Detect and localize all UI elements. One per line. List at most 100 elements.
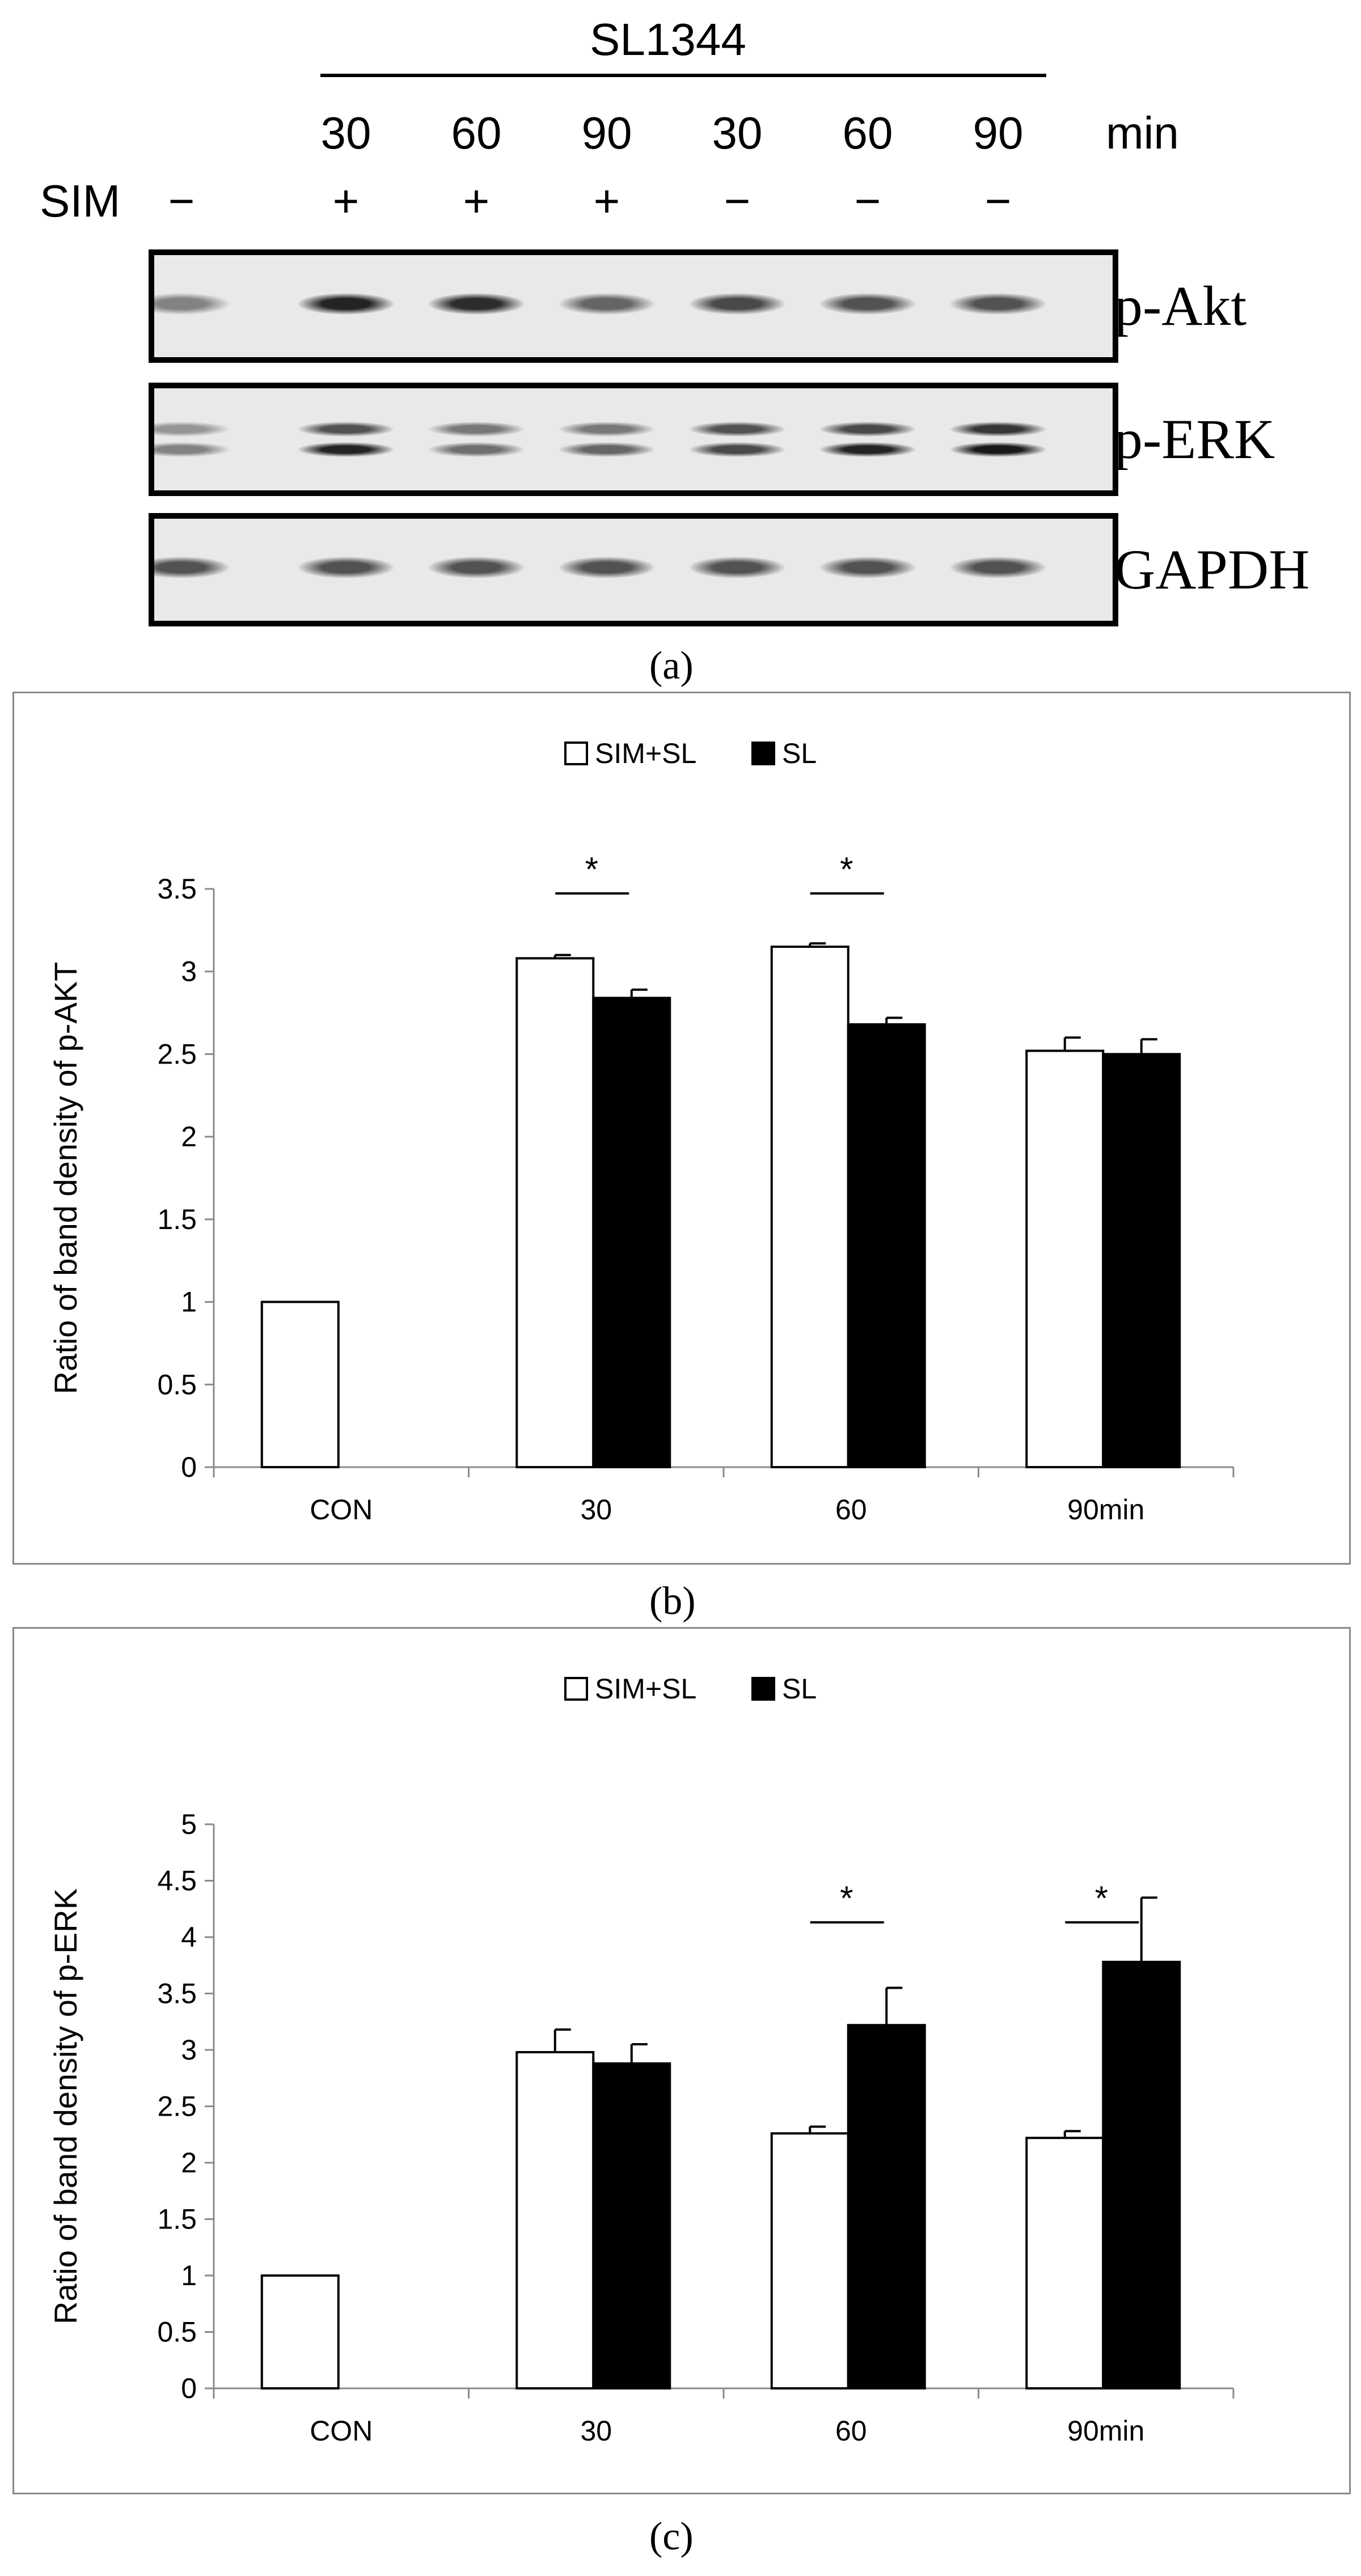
blot-band [298,422,394,437]
blot-band [950,557,1046,579]
bar-sl [592,2062,671,2389]
y-tick-label: 1.5 [157,1204,197,1235]
panel-a-caption: (a) [649,644,694,688]
blot-band [428,293,525,315]
bar-sim-sl [770,2132,849,2389]
y-tick-label: 2.5 [157,1038,197,1070]
y-tick-label: 4 [181,1921,197,1953]
sim-label: SIM [40,176,121,226]
significance-star: * [585,850,598,888]
y-tick-label: 3 [181,956,197,988]
p-erk-chart: 0 0.5 1 1.5 2 2.5 3 3.5 4 4.5 5 CON 30 60 90min Ratio o… [48,1673,1235,2447]
chart-panel-c: 0 0.5 1 1.5 2 2.5 3 3.5 4 4.5 5 CON 30 60 90min Ratio o… [12,1627,1351,2494]
y-tick-label: 1 [181,2260,197,2291]
bar-sim-sl [515,2050,595,2389]
x-tick-label: 30 [580,1494,612,1526]
lane-time-label: 30 [712,108,763,158]
lane-sim-sign: + [593,176,620,226]
blot-band [689,293,785,315]
blot-band [689,557,785,579]
legend-label: SIM+SL [595,738,696,769]
panel-b-caption: (b) [649,1579,696,1623]
significance-star: * [840,850,853,888]
y-tick-label: 3.5 [157,873,197,905]
bar-sim-sl [515,957,595,1468]
p-akt-chart: 0 0.5 1 1.5 2 2.5 3 3.5 CON 30 60 90min Ratio of ban… [48,738,1235,1526]
blot-band [428,422,525,437]
legend-label: SIM+SL [595,1673,696,1705]
legend-swatch [564,1677,588,1701]
x-tick-label: CON [310,1494,373,1526]
blot-band [950,422,1046,437]
lane-time-label: 90 [581,108,632,158]
chart-panel-b: 0 0.5 1 1.5 2 2.5 3 3.5 CON 30 60 90min Ratio of ban… [12,692,1351,1565]
blot-band [559,557,655,579]
legend-label: SL [782,1673,817,1705]
y-tick-label: 5 [181,1808,197,1840]
blot-band [428,557,525,579]
blot-band [154,293,230,315]
lane-sim-sign: − [724,176,751,226]
y-tick-label: 1.5 [157,2204,197,2235]
blot-band [819,557,916,579]
blot-label-p-erk: p-ERK [1114,408,1275,471]
x-tick-label: 90min [1067,2415,1144,2447]
bar-sl [847,2024,926,2389]
western-blot-panel: SL1344 30 60 90 30 60 90 − + + + − − − min SIM p-Ak… [0,0,1361,697]
bar-sim-sl [770,946,849,1468]
blot-band [950,442,1046,457]
bar-sl [1102,1960,1181,2389]
lane-time-label: 60 [842,108,893,158]
significance-star: * [1095,1879,1108,1917]
blot-p-erk [149,383,1118,496]
y-tick-label: 3 [181,2034,197,2066]
lane-time-label: 90 [973,108,1024,158]
lane-sim-sign: − [854,176,881,226]
blot-band [559,293,655,315]
time-unit-label: min [1106,108,1179,158]
y-tick-label: 0.5 [157,1368,197,1400]
significance-star: * [840,1879,853,1917]
blot-band [559,422,655,437]
blot-band [559,442,655,457]
x-tick-label: 60 [835,1494,867,1526]
y-tick-label: 2.5 [157,2091,197,2122]
bar-sl [847,1023,926,1468]
lane-sim-sign: − [984,176,1012,226]
panel-c-caption: (c) [649,2515,694,2558]
blot-gapdh [149,513,1118,626]
y-tick-label: 3.5 [157,1978,197,2010]
bar-sim-sl [1025,1049,1105,1468]
y-tick-label: 0 [181,1451,197,1483]
legend-swatch [751,742,775,765]
bar-sim-sl [260,2274,340,2389]
lane-sim-sign: + [463,176,490,226]
strain-label: SL1344 [590,14,746,65]
strain-bracket-line [320,74,1046,77]
blot-band [298,557,394,579]
lane-sim-sign: + [332,176,360,226]
blot-band [950,293,1046,315]
legend-label: SL [782,738,817,769]
bar-sim-sl [260,1300,340,1468]
y-tick-label: 2 [181,2147,197,2179]
blot-band [819,422,916,437]
y-tick-label: 1 [181,1286,197,1318]
legend-swatch [564,742,588,765]
lane-time-label: 60 [451,108,502,158]
blot-band [689,442,785,457]
y-axis-label: Ratio of band density of p-AKT [48,962,83,1395]
legend-swatch [751,1677,775,1701]
blot-label-gapdh: GAPDH [1114,538,1310,601]
blot-band [298,293,394,315]
blot-band [819,293,916,315]
y-axis-label: Ratio of band density of p-ERK [48,1888,83,2324]
x-tick-label: 60 [835,2415,867,2447]
blot-band [154,422,230,437]
x-tick-label: 30 [580,2415,612,2447]
blot-band [154,557,230,579]
y-tick-label: 0.5 [157,2316,197,2348]
blot-band [819,442,916,457]
x-tick-label: CON [310,2415,373,2447]
blot-band [428,442,525,457]
